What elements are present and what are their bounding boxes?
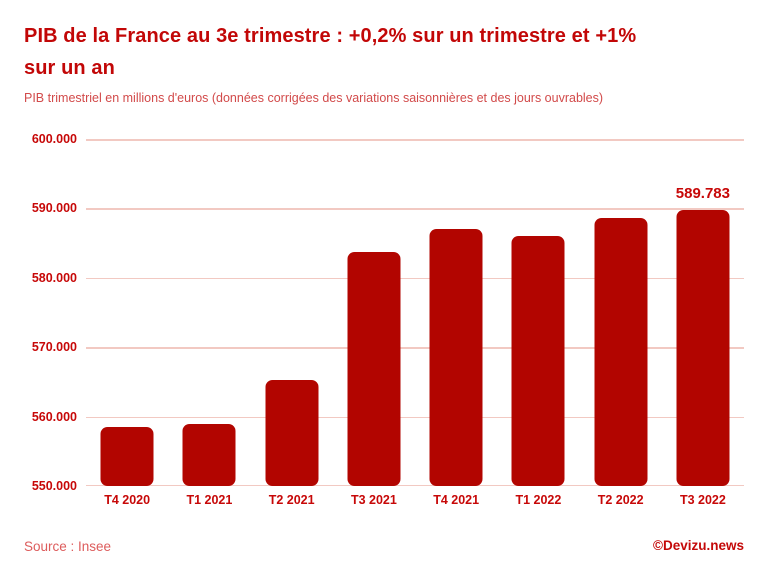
page-title-line-2: sur un an	[24, 57, 115, 79]
header: PIB de la France au 3e trimestre : +0,2%…	[24, 20, 750, 106]
bar-slot	[497, 139, 579, 486]
bar-t1-2022	[511, 236, 565, 486]
y-tick-label: 580.000	[31, 270, 77, 285]
source-label: Source : Insee	[24, 539, 112, 554]
chart-subtitle: PIB trimestriel en millions d'euros (don…	[24, 91, 604, 105]
y-tick-label: 600.000	[31, 132, 77, 146]
bar-slot	[86, 139, 168, 486]
x-tick-label: T3 2022	[679, 493, 726, 507]
x-tick-label: T2 2022	[597, 493, 644, 507]
x-tick-label: T4 2021	[433, 493, 480, 507]
bar-t4-2021	[429, 229, 483, 486]
x-tick-label: T1 2021	[186, 493, 233, 507]
gridline	[86, 208, 744, 210]
y-tick-label: 570.000	[31, 340, 77, 355]
bar-slot	[580, 139, 662, 486]
gridline	[86, 484, 744, 486]
gridline	[86, 139, 744, 141]
gridline	[86, 277, 744, 280]
bar-slot	[251, 139, 333, 486]
y-tick-label: 550.000	[31, 479, 77, 493]
y-axis: 600.000 590.000 580.000 570.000 560.000 550.0…	[0, 132, 77, 493]
bar-value-label: 589.783	[675, 184, 730, 202]
bar-slot	[415, 139, 497, 486]
bar-t4-2020	[100, 427, 154, 486]
page-title-line-1: PIB de la France au 3e trimestre : +0,2%…	[24, 25, 637, 47]
bar-slot: 589.783	[662, 139, 744, 486]
y-tick-label: 590.000	[31, 201, 77, 216]
x-tick-label: T4 2020	[104, 493, 151, 507]
x-tick-label: T3 2021	[350, 493, 397, 507]
gridline	[86, 347, 744, 349]
brand-label: ©Devizu.news	[653, 538, 744, 553]
x-tick-label: T2 2021	[268, 493, 315, 507]
x-axis: T4 2020 T1 2021 T2 2021 T3 2021 T4 2021 T1 20…	[86, 493, 744, 509]
bar-t2-2022	[594, 218, 648, 486]
bar-t3-2022	[676, 209, 730, 486]
x-tick-label: T1 2022	[515, 493, 562, 507]
bar-slot	[168, 139, 250, 486]
y-tick-label: 560.000	[31, 409, 77, 424]
bar-t2-2021	[265, 379, 319, 486]
plot-area: 589.783	[86, 139, 744, 486]
bar-t3-2021	[347, 252, 401, 486]
gridline	[86, 416, 744, 419]
bar-slot	[333, 139, 415, 486]
bar-t1-2021	[182, 423, 236, 486]
